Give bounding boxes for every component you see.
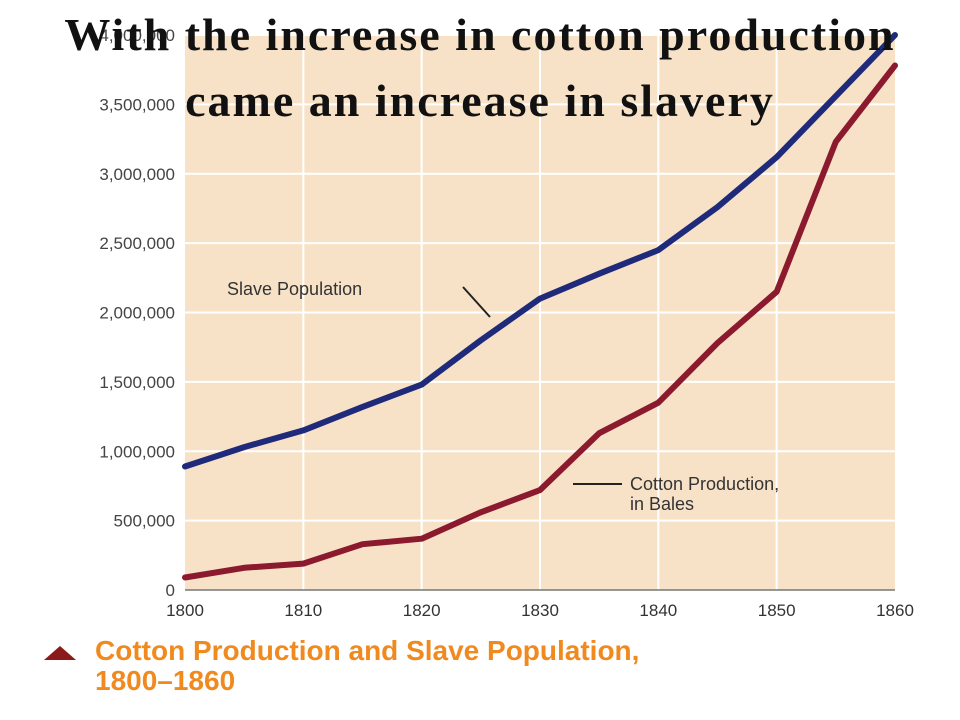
- y-tick-label: 1,000,000: [99, 442, 175, 461]
- chart-caption: Cotton Production and Slave Population, …: [95, 636, 639, 696]
- x-tick-label: 1840: [639, 601, 677, 620]
- series-label-cotton-production: Cotton Production,: [630, 474, 779, 494]
- x-tick-label: 1800: [166, 601, 204, 620]
- y-tick-label: 2,000,000: [99, 304, 175, 323]
- caption-title: Cotton Production and Slave Population,: [95, 635, 640, 666]
- y-tick-label: 500,000: [114, 512, 175, 531]
- series-line-cotton-production: [182, 62, 898, 581]
- leader-line: [462, 286, 491, 318]
- axes: 1800 1810 1820 1830 1840 1850 1860 0 500,000 1,00…: [99, 26, 914, 620]
- x-tick-label: 1850: [758, 601, 796, 620]
- series-labels: Slave Population Cotton Production,in Bal…: [227, 279, 779, 514]
- series-label-cotton-unit: in Bales: [630, 494, 694, 514]
- y-tick-label: 0: [166, 581, 175, 600]
- y-tick-label: 1,500,000: [99, 373, 175, 392]
- x-tick-label: 1830: [521, 601, 559, 620]
- series-lines: [182, 32, 898, 581]
- x-tick-label: 1860: [876, 601, 914, 620]
- series-line-slave-population: [182, 32, 898, 470]
- y-tick-label: 3,500,000: [99, 95, 175, 114]
- caption-triangle-icon: [44, 646, 76, 660]
- grid: [185, 34, 895, 590]
- x-tick-label: 1820: [403, 601, 441, 620]
- series-label-slave-population: Slave Population: [227, 279, 362, 299]
- y-tick-label: 2,500,000: [99, 234, 175, 253]
- caption-years: 1800–1860: [95, 665, 236, 696]
- y-tick-label: 3,000,000: [99, 165, 175, 184]
- x-tick-label: 1810: [284, 601, 322, 620]
- slide-title: With the increase in cotton production c…: [64, 9, 896, 126]
- y-tick-label: 4,000,000: [99, 26, 175, 45]
